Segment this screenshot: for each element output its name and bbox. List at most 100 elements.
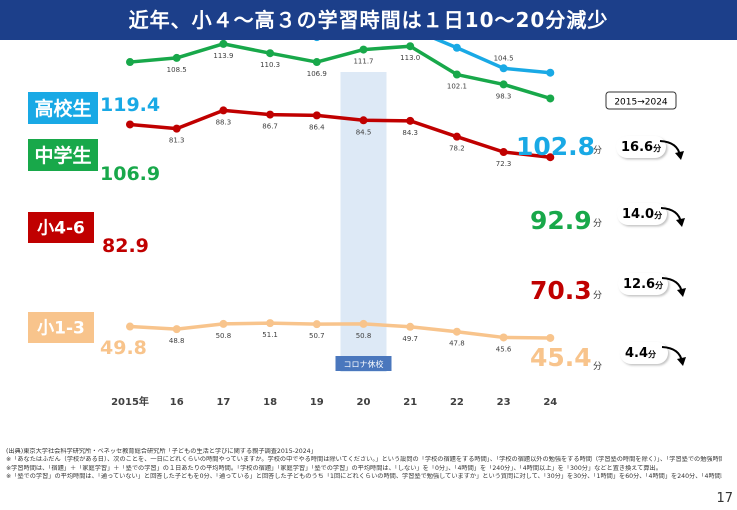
upper-data-point xyxy=(266,110,275,119)
lower-value-label: 50.7 xyxy=(309,332,325,340)
upper-end-unit: 分 xyxy=(593,290,602,301)
middle-legend-box xyxy=(28,139,98,171)
notes: (出典)東京大学社会科学研究所・ベネッセ教育総合研究所「子どもの生活と学びに関す… xyxy=(6,448,722,481)
x-tick-label: 16 xyxy=(170,397,184,408)
high-value-label: 112.4 xyxy=(447,40,468,42)
middle-data-point xyxy=(452,70,461,79)
upper-change-bubble xyxy=(618,273,668,295)
high-change-bubble xyxy=(616,136,666,158)
middle-data-point xyxy=(126,58,134,67)
upper-data-point xyxy=(126,120,134,129)
x-tick-label: 23 xyxy=(497,397,511,408)
middle-value-label: 106.9 xyxy=(307,70,327,78)
middle-end-value: 92.9 xyxy=(530,206,592,235)
high-end-unit: 分 xyxy=(593,145,602,156)
change-header-label: 2015→2024 xyxy=(614,98,668,108)
middle-data-point xyxy=(312,58,321,67)
lower-legend-label: 小1-3 xyxy=(37,319,85,339)
lower-change-bubble xyxy=(620,342,668,364)
covid-label-box xyxy=(335,356,392,371)
upper-value-label: 84.5 xyxy=(356,128,372,136)
upper-value-label: 86.4 xyxy=(309,123,325,131)
change-header-box xyxy=(605,91,677,110)
upper-value-label: 84.3 xyxy=(402,129,418,137)
middle-value-label: 102.1 xyxy=(447,83,467,91)
upper-data-point xyxy=(359,116,368,125)
lower-data-point xyxy=(499,333,508,342)
middle-data-point xyxy=(406,42,415,51)
middle-series-line xyxy=(129,42,551,101)
lower-end-unit: 分 xyxy=(593,361,602,372)
middle-data-point xyxy=(266,49,275,58)
x-tick-label: 17 xyxy=(216,397,230,408)
high-data-point xyxy=(314,40,320,42)
x-tick-label: 21 xyxy=(403,397,417,408)
lower-series-line xyxy=(129,321,551,340)
high-change-unit: 分 xyxy=(653,143,661,153)
page-number: 17 xyxy=(716,491,733,506)
middle-data-point xyxy=(172,53,181,62)
upper-data-point xyxy=(546,153,555,162)
upper-data-point xyxy=(312,111,321,120)
upper-change-value: 12.6分 xyxy=(623,277,663,292)
middle-change-arrowhead xyxy=(676,218,685,227)
upper-change-unit: 分 xyxy=(655,280,663,290)
upper-value-label: 78.2 xyxy=(449,145,465,153)
middle-value-label: 98.3 xyxy=(496,92,512,100)
x-tick-label: 24 xyxy=(543,397,557,408)
upper-end-value: 70.3 xyxy=(530,276,592,305)
source-note: (出典)東京大学社会科学研究所・ベネッセ教育総合研究所「子どもの生活と学びに関す… xyxy=(6,448,317,455)
lower-data-point xyxy=(126,322,134,331)
line-chart: コロナ休校 2015年161718192021222324119.4123.21… xyxy=(28,40,686,408)
high-series-line xyxy=(433,40,551,75)
upper-value-label: 88.3 xyxy=(216,118,232,126)
upper-data-point xyxy=(452,132,461,141)
high-data-point xyxy=(499,64,508,73)
high-change-value: 16.6分 xyxy=(621,140,661,155)
high-start-value: 119.4 xyxy=(100,94,160,116)
note-1: ※「あなたはふだん（学校がある日）、次のことを、一日にどれくらいの時間やっていま… xyxy=(6,456,722,464)
upper-change-arrowhead xyxy=(677,288,686,297)
lower-data-point xyxy=(406,322,415,331)
lower-value-label: 45.6 xyxy=(496,345,512,353)
upper-data-point xyxy=(172,124,181,133)
upper-data-point xyxy=(219,106,228,115)
x-tick-label: 22 xyxy=(450,397,464,408)
note-2: ※学習時間は、「宿題」＋「家庭学習」＋「塾での学習」の１日あたりの平均時間。「学… xyxy=(6,464,662,472)
high-end-value: 102.8 xyxy=(516,132,595,161)
lower-value-label: 49.7 xyxy=(402,335,418,343)
lower-value-label: 51.1 xyxy=(262,331,278,339)
middle-legend-label: 中学生 xyxy=(34,144,91,167)
note-3: ※「塾での学習」の平均時間は、「通っていない」と回答した子どもを0分、「通ってい… xyxy=(6,472,722,480)
lower-data-point xyxy=(546,333,555,342)
middle-value-label: 113.0 xyxy=(400,54,420,62)
upper-data-point xyxy=(406,116,415,125)
middle-data-point xyxy=(219,40,228,48)
lower-change-value: 4.4分 xyxy=(625,346,656,361)
high-data-point xyxy=(452,43,461,52)
lower-change-arrowhead xyxy=(677,357,686,366)
middle-data-point xyxy=(359,45,368,54)
page-title: 近年、小４～高３の学習時間は１日10～20分減少 xyxy=(0,0,737,40)
x-tick-label: 2015年 xyxy=(111,395,149,408)
middle-end-unit: 分 xyxy=(593,218,602,229)
upper-value-label: 86.7 xyxy=(262,123,278,131)
covid-label: コロナ休校 xyxy=(344,359,384,369)
high-data-point xyxy=(546,68,555,77)
lower-change-unit: 分 xyxy=(648,349,656,359)
x-tick-label: 19 xyxy=(310,397,324,408)
lower-data-point xyxy=(452,327,461,336)
lower-data-point xyxy=(172,325,181,334)
lower-value-label: 50.8 xyxy=(356,332,372,340)
lower-data-point xyxy=(312,320,321,329)
upper-data-point xyxy=(499,148,508,157)
x-tick-label: 20 xyxy=(357,397,371,408)
middle-change-value: 14.0分 xyxy=(622,207,662,222)
upper-start-value: 82.9 xyxy=(102,235,149,257)
upper-value-label: 81.3 xyxy=(169,137,185,145)
middle-value-label: 110.3 xyxy=(260,61,280,69)
high-value-label: 104.5 xyxy=(494,54,514,62)
high-legend-box xyxy=(28,92,98,124)
lower-start-value: 49.8 xyxy=(100,337,147,359)
middle-data-point xyxy=(546,94,555,103)
